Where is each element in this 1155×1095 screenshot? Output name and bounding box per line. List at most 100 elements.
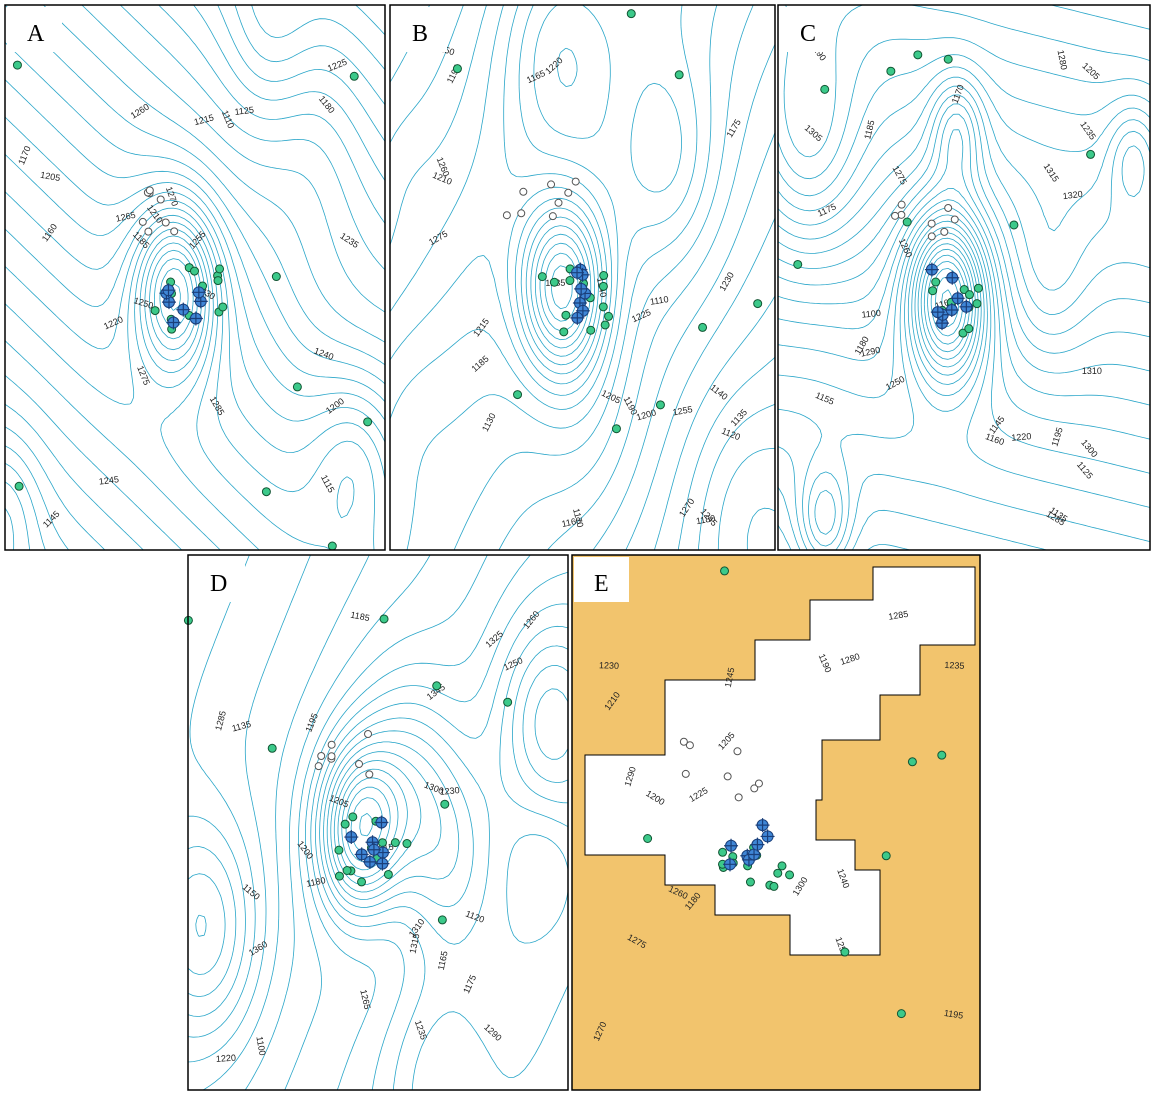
- well-white: [555, 199, 562, 206]
- well-green: [903, 218, 911, 226]
- contour-label: 1215: [193, 112, 215, 127]
- contour-label: 1215: [471, 316, 491, 338]
- contour-label: 1230: [439, 785, 460, 797]
- contour-label: 1180: [317, 94, 337, 115]
- well-white: [682, 770, 689, 777]
- contour-label: 1125: [234, 105, 254, 117]
- well-green: [932, 278, 940, 286]
- contour-label: 1265: [115, 210, 137, 224]
- well-green: [453, 65, 461, 73]
- contour-label: 1275: [427, 229, 449, 248]
- well-white: [928, 233, 935, 240]
- well-green: [438, 916, 446, 924]
- panel-label: C: [800, 21, 816, 47]
- well-white: [518, 210, 525, 217]
- contour-label: 1205: [1080, 61, 1101, 82]
- well-white: [941, 228, 948, 235]
- well-green: [349, 813, 357, 821]
- contour-label: 1160: [984, 431, 1006, 447]
- well-white: [735, 794, 742, 801]
- well-green: [770, 882, 778, 890]
- well-white: [328, 741, 335, 748]
- well-green: [268, 744, 276, 752]
- well-white: [315, 763, 322, 770]
- map-panel: 1185117511801195120512151235126513001285…: [184, 555, 568, 1090]
- well-green: [600, 272, 608, 280]
- well-green: [350, 72, 358, 80]
- well-cross: [925, 263, 939, 277]
- well-white: [680, 738, 687, 745]
- well-green: [219, 303, 227, 311]
- well-green: [214, 277, 222, 285]
- contour-label: 1290: [482, 1022, 503, 1043]
- contour-label: 1255: [672, 404, 693, 417]
- contour-label: 1120: [720, 426, 742, 443]
- well-green: [965, 325, 973, 333]
- well-white: [945, 204, 952, 211]
- contour-label: 1270: [677, 496, 696, 518]
- well-green: [272, 273, 280, 281]
- well-white: [549, 213, 556, 220]
- panel-label: B: [412, 21, 428, 47]
- contour-label: 1360: [247, 939, 269, 958]
- well-white: [892, 212, 899, 219]
- contour-label: 1195: [303, 712, 320, 734]
- well-white: [724, 773, 731, 780]
- contour-label: 1185: [350, 610, 371, 624]
- well-white: [734, 748, 741, 755]
- well-white: [366, 771, 373, 778]
- contour-label: 1235: [1078, 119, 1098, 141]
- contour-label: 1135: [231, 719, 252, 734]
- map-panel: 1285130012901180119512001225124512601270…: [572, 555, 980, 1090]
- well-green: [364, 418, 372, 426]
- contour-label: 1110: [649, 294, 669, 307]
- contour-label: 1285: [208, 395, 227, 417]
- well-green: [882, 852, 890, 860]
- contour-label: 1185: [862, 119, 876, 140]
- well-green: [358, 878, 366, 886]
- contour-label: 1305: [803, 123, 825, 144]
- well-green: [378, 839, 386, 847]
- well-green: [562, 311, 570, 319]
- contour-label: 1160: [40, 222, 59, 244]
- well-green: [656, 401, 664, 409]
- contour-label: 1285: [213, 710, 228, 732]
- well-green: [897, 1010, 905, 1018]
- contour-label: 1205: [600, 388, 622, 406]
- well-white: [162, 219, 169, 226]
- well-white: [318, 753, 325, 760]
- well-green: [754, 300, 762, 308]
- well-green: [191, 267, 199, 275]
- well-green: [384, 870, 392, 878]
- contour-label: 1235: [944, 660, 965, 671]
- well-green: [601, 321, 609, 329]
- well-cross: [945, 271, 959, 285]
- contour-label: 1175: [461, 973, 478, 995]
- well-green: [599, 282, 607, 290]
- contour-label: 1270: [164, 185, 180, 207]
- contour-label: 1325: [483, 629, 505, 650]
- well-green: [605, 312, 613, 320]
- well-green: [944, 55, 952, 63]
- well-green: [675, 71, 683, 79]
- well-green: [644, 834, 652, 842]
- figure: 1210126012701285120512551225127512151265…: [0, 0, 1155, 1095]
- well-white: [572, 178, 579, 185]
- contour-label: 1140: [708, 382, 729, 402]
- contour-label: 1200: [324, 396, 346, 416]
- map-panel: 1210126012701285120512551225127512151265…: [5, 5, 385, 550]
- well-green: [929, 287, 937, 295]
- well-green: [335, 846, 343, 854]
- well-green: [328, 542, 336, 550]
- contour-label: 1300: [1079, 437, 1100, 459]
- well-white: [520, 188, 527, 195]
- contour-label: 1165: [525, 68, 547, 85]
- contour-label: 1235: [338, 231, 360, 250]
- well-white: [365, 731, 372, 738]
- well-green: [391, 839, 399, 847]
- well-green: [15, 482, 23, 490]
- well-green: [786, 871, 794, 879]
- contour-label: 1220: [543, 55, 564, 76]
- well-green: [1010, 221, 1018, 229]
- well-green: [538, 273, 546, 281]
